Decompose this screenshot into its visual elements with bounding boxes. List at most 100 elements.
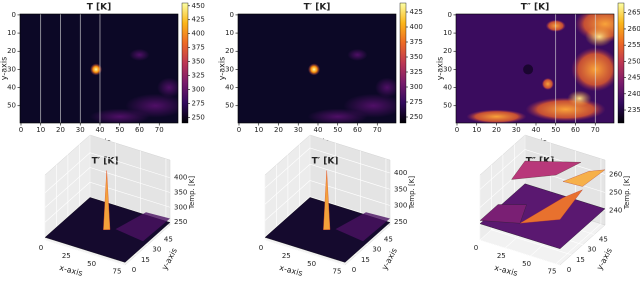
x-tick-label: 25 <box>62 252 71 260</box>
x-tick-label: 0 <box>19 126 23 134</box>
y-tick-label: 15 <box>576 256 585 264</box>
colorbar-tick-label: 325 <box>410 68 423 76</box>
x-tick-label: 40 <box>532 126 541 134</box>
z-tick-label: 250 <box>394 218 407 226</box>
x-tick-label: 70 <box>155 126 164 134</box>
surface <box>335 212 390 242</box>
y-tick-label: 30 <box>225 65 234 73</box>
z-tick-label: 260 <box>609 170 622 178</box>
colorbar-tick-label: 400 <box>192 30 205 38</box>
colorbar-tick-label: 300 <box>192 86 205 94</box>
y-tick-label: 0 <box>12 11 16 19</box>
colorbar-tick-label: 240 <box>628 90 640 98</box>
title: T′ [K] <box>304 3 331 13</box>
y-tick-label: 30 <box>587 246 596 254</box>
grid-line <box>44 196 171 238</box>
plot-frame <box>455 13 615 124</box>
x-tick-label: 75 <box>547 268 556 276</box>
y-tick-label: 50 <box>7 102 16 110</box>
grid-line <box>264 175 346 266</box>
x-tick-label: 75 <box>332 268 341 276</box>
x-tick-label: 20 <box>56 126 65 134</box>
heatmap-image <box>20 14 178 123</box>
colorbar-tick-label: 450 <box>192 2 205 10</box>
z-tick-label: 400 <box>174 174 187 182</box>
surface <box>519 189 583 224</box>
y-tick-label: 50 <box>225 102 234 110</box>
x-tick-label: 20 <box>492 126 501 134</box>
colorbar-tick-label: 375 <box>192 44 205 52</box>
y-tick-label: 20 <box>443 47 452 55</box>
heat-texture <box>347 48 368 61</box>
heatmap-image <box>456 14 614 123</box>
colorbar-tick-label: 425 <box>192 16 205 24</box>
x-tick-label: 40 <box>96 126 105 134</box>
y-tick-label: 40 <box>443 84 452 92</box>
heat-texture <box>571 47 614 92</box>
surface <box>103 170 111 230</box>
grid-line <box>44 181 171 223</box>
grid-line <box>264 147 391 189</box>
z-tick-label: 350 <box>174 189 187 197</box>
colorbar-tick-label: 425 <box>410 8 423 16</box>
z-tick-label: 400 <box>394 169 407 177</box>
x-tick-label: 50 <box>87 260 96 268</box>
y-tick-label: 40 <box>7 84 16 92</box>
y-tick-label: 15 <box>141 256 150 264</box>
x-tick-label: 0 <box>259 244 263 252</box>
x-tick-label: 10 <box>36 126 45 134</box>
heat-texture <box>129 48 150 61</box>
grid-line <box>44 175 126 266</box>
colorbar-tick-label: 260 <box>628 25 640 33</box>
y-tick-label: 40 <box>225 84 234 92</box>
heat-texture <box>89 108 150 123</box>
y-tick-label: 30 <box>152 246 161 254</box>
x-tick-label: 0 <box>455 126 459 134</box>
grid-line <box>479 149 606 190</box>
heat-texture <box>466 109 527 123</box>
colorbar-tick-label: 265 <box>628 9 640 17</box>
plot-frame <box>19 13 179 124</box>
x-tick-label: 30 <box>512 126 521 134</box>
colorbar-tick-label: 275 <box>192 99 205 107</box>
colorbar-tick-label: 255 <box>628 41 640 49</box>
heat-texture <box>308 63 321 76</box>
surface <box>44 197 171 263</box>
y-tick-label: 10 <box>443 29 452 37</box>
colorbar-tick-label: 400 <box>410 23 423 31</box>
x-tick-label: 70 <box>591 126 600 134</box>
z-tick-label: 250 <box>609 189 622 197</box>
colorbar-tick-label: 235 <box>628 106 640 114</box>
x-tick-label: 50 <box>115 126 124 134</box>
y-tick-label: 10 <box>7 29 16 37</box>
heat-texture <box>90 63 103 76</box>
x-tick-label: 0 <box>237 126 241 134</box>
z-tick-label: 250 <box>174 218 187 226</box>
x-tick-label: 25 <box>282 252 291 260</box>
x-tick-label: 50 <box>333 126 342 134</box>
colorbar-tick-label: 375 <box>410 38 423 46</box>
x-tick-label: 60 <box>353 126 362 134</box>
x-tick-label: 50 <box>551 126 560 134</box>
y-tick-label: 45 <box>164 235 173 243</box>
z-tick-label: 300 <box>174 203 187 211</box>
heat-texture <box>541 77 554 90</box>
heat-texture <box>567 90 592 107</box>
grid-line <box>264 180 391 221</box>
heat-texture <box>523 64 534 75</box>
x-axis-label: x-axis <box>493 263 518 278</box>
z-tick-label: 350 <box>394 185 407 193</box>
x-tick-label: 25 <box>497 252 506 260</box>
colorbar-tick-label: 250 <box>628 57 640 65</box>
grid-line <box>555 158 602 264</box>
x-tick-label: 0 <box>39 244 43 252</box>
x-axis-label: x-axis <box>58 263 83 278</box>
colorbar-tick-label: 245 <box>628 74 640 82</box>
colorbar-tick-label: 350 <box>410 53 423 61</box>
colorbar <box>617 2 625 124</box>
x-tick-label: 70 <box>373 126 382 134</box>
title: T [K] <box>87 3 111 13</box>
y-axis-label: y-axis <box>160 247 179 272</box>
heat-texture <box>157 77 178 98</box>
